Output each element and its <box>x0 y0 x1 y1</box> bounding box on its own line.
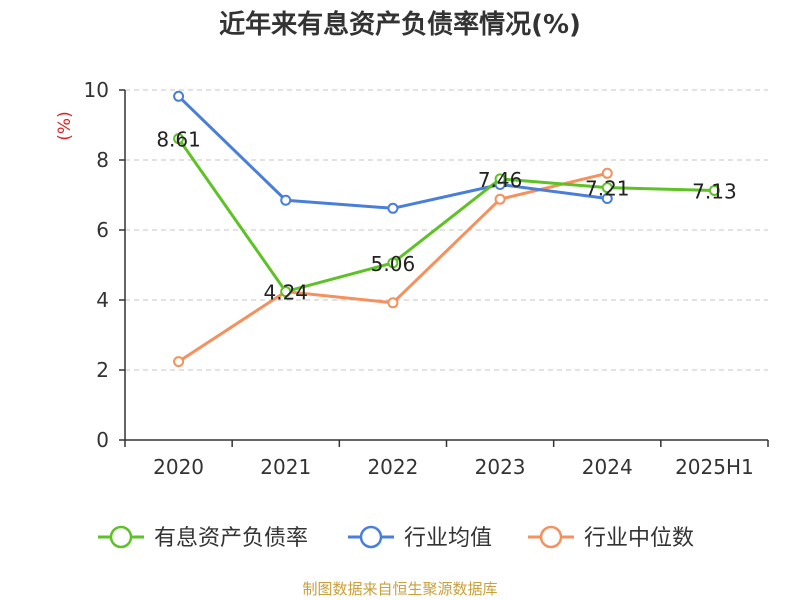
grid-lines <box>125 89 768 371</box>
legend-marker <box>109 525 133 549</box>
series-line <box>177 137 715 294</box>
x-tick-label: 2023 <box>475 455 526 479</box>
data-label: 7.46 <box>478 168 523 192</box>
data-labels: 8.61 4.24 5.06 7.46 7.21 7.13 <box>156 128 736 305</box>
y-tick-label: 2 <box>96 358 109 382</box>
data-point <box>173 133 185 145</box>
legend-label: 行业中位数 <box>584 526 694 551</box>
x-tick-label: 2021 <box>260 455 311 479</box>
y-tick-label: 4 <box>96 288 109 312</box>
series-line <box>177 95 608 210</box>
y-tick-label: 8 <box>96 148 109 172</box>
data-point <box>387 202 399 214</box>
data-point <box>280 194 292 206</box>
data-point <box>387 297 399 309</box>
data-label: 7.13 <box>692 179 737 203</box>
legend-label: 有息资产负债率 <box>154 526 308 551</box>
data-point <box>601 193 613 204</box>
x-tick-label: 2024 <box>582 455 633 479</box>
data-label: 4.24 <box>263 281 308 305</box>
legend-marker <box>539 525 563 549</box>
legend: 有息资产负债率 行业均值 行业中位数 <box>98 525 694 551</box>
legend-marker <box>359 525 383 549</box>
data-label: 7.21 <box>585 177 630 201</box>
data-point <box>173 90 185 102</box>
axes: 0 2 4 6 8 10 (%) 2020 2021 2022 2023 2024 2025H1 <box>55 78 769 479</box>
data-point <box>387 257 399 269</box>
series-lines <box>173 90 720 368</box>
y-axis-label: (%) <box>55 111 75 140</box>
data-point <box>173 356 185 368</box>
source-note: 制图数据来自恒生聚源数据库 <box>302 580 498 598</box>
legend-label: 行业均值 <box>404 526 492 551</box>
y-tick-label: 0 <box>96 428 109 452</box>
data-point <box>494 193 506 205</box>
data-label: 8.61 <box>156 128 201 152</box>
data-point <box>601 182 613 194</box>
x-tick-label: 2025H1 <box>675 455 754 479</box>
y-tick-label: 6 <box>96 218 109 242</box>
data-point <box>601 167 613 179</box>
x-tick-label: 2020 <box>153 455 204 479</box>
y-tick-label: 10 <box>84 78 109 102</box>
data-point <box>494 173 506 185</box>
chart-title: 近年来有息资产负债率情况(%) <box>219 10 581 40</box>
data-label: 5.06 <box>371 252 416 276</box>
data-point <box>708 184 720 196</box>
data-point <box>280 286 292 298</box>
x-tick-label: 2022 <box>367 455 418 479</box>
